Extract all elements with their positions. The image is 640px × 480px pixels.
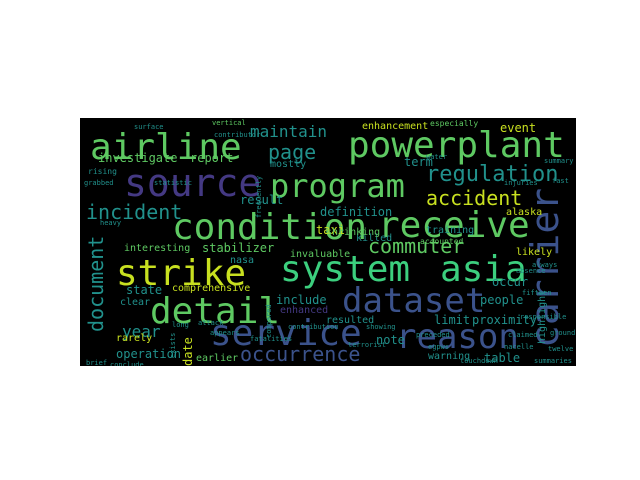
word-investigate: investigate: [98, 151, 178, 165]
word-contributor: contributor: [214, 131, 261, 139]
word-condition: condition: [172, 207, 368, 248]
word-comprehensive: comprehensive: [172, 283, 251, 294]
word-cloud: airline powerplant source program condit…: [80, 118, 576, 366]
word-likely: likely: [516, 247, 553, 258]
word-rarely: rarely: [116, 333, 153, 344]
word-receive: receive: [378, 205, 530, 246]
word-include: include: [276, 293, 327, 307]
word-attack: attack: [198, 319, 224, 327]
word-resulted: resulted: [326, 315, 375, 326]
word-surface: surface: [134, 123, 164, 131]
word-incident: incident: [86, 200, 183, 224]
word-people: people: [480, 293, 524, 307]
word-showing: showing: [366, 323, 396, 331]
word-note: note: [376, 333, 405, 347]
word-always: always: [532, 261, 558, 269]
word-enhanced: enhanced: [280, 305, 329, 316]
word-mostly: mostly: [270, 159, 307, 170]
word-strike: strike: [116, 253, 247, 294]
word-invaluable: invaluable: [290, 249, 351, 260]
word-claimed: claimed: [508, 331, 538, 339]
word-page: page: [268, 140, 317, 164]
word-accident: accident: [426, 186, 523, 210]
word-source: source: [124, 161, 262, 205]
word-definition: definition: [320, 205, 393, 219]
word-earlier: earlier: [196, 353, 239, 364]
word-system: system: [280, 249, 411, 290]
word-stabilizer: stabilizer: [202, 241, 275, 255]
word-occur: occur: [492, 275, 529, 289]
word-event: event: [500, 121, 537, 135]
word-statistic: statistic: [154, 179, 192, 187]
word-contribution: contribution: [288, 323, 339, 331]
word-grabbed: grabbed: [84, 179, 114, 187]
word-report: report: [190, 151, 234, 165]
word-detail: detail: [150, 291, 281, 332]
word-conclude: conclude: [110, 361, 144, 367]
word-table: table: [484, 351, 521, 365]
word-appears: appears: [210, 329, 240, 337]
word-interesting: interesting: [124, 243, 191, 254]
word-airline: airline: [90, 127, 242, 168]
word-document: document: [84, 235, 108, 332]
word-nasa: nasa: [230, 255, 255, 266]
word-twelve: twelve: [548, 345, 574, 353]
word-proximity: proximity: [472, 313, 538, 327]
word-responsible: responsible: [520, 313, 567, 321]
word-killed: killed: [356, 233, 393, 244]
word-service: service: [210, 313, 362, 354]
word-commuter: commuter: [368, 234, 465, 258]
word-regulation: regulation: [426, 162, 559, 187]
word-touchdown: touchdown: [460, 357, 498, 365]
word-ground: ground: [550, 329, 576, 337]
word-nacelle: nacelle: [504, 343, 534, 351]
word-state: state: [126, 283, 163, 297]
word-reason: reason: [396, 317, 519, 357]
word-exists: exists: [169, 332, 177, 358]
word-fifteen: fifteen: [522, 289, 552, 297]
word-enhancement: enhancement: [362, 121, 429, 132]
word-accounted: accounted: [420, 237, 464, 246]
word-summary: summary: [544, 157, 574, 165]
word-date: date: [181, 337, 195, 366]
word-especially: especially: [430, 119, 479, 128]
word-summaries: summaries: [534, 357, 572, 365]
word-powerplant: powerplant: [348, 125, 565, 166]
word-water: water: [426, 153, 448, 161]
word-year: year: [122, 322, 161, 341]
word-frequently: frequently: [255, 175, 263, 218]
word-warning: warning: [428, 351, 471, 362]
word-dataset: dataset: [342, 281, 486, 321]
word-fast: fast: [552, 177, 569, 185]
word-training: training: [426, 225, 475, 236]
word-long: long: [172, 321, 189, 329]
word-occurrence: occurrence: [240, 342, 361, 366]
word-brief: brief: [86, 359, 108, 367]
word-preceded: preceded: [416, 331, 450, 339]
word-rising: rising: [88, 167, 117, 176]
word-term: term: [404, 155, 433, 169]
word-fatalities: fatalities: [250, 335, 293, 343]
word-vertical: vertical: [212, 119, 246, 127]
word-program: program: [270, 167, 405, 205]
word-asia: asia: [440, 249, 527, 290]
word-heavy: heavy: [100, 219, 122, 227]
word-clear: clear: [120, 297, 151, 308]
word-operation: operation: [116, 347, 182, 361]
word-alaska: alaska: [506, 207, 543, 218]
word-egpws: egpws: [428, 343, 450, 351]
word-taxi: taxi: [316, 223, 345, 237]
word-maintain: maintain: [250, 122, 328, 141]
word-compared: compared: [265, 304, 273, 338]
word-terrorist: terrorist: [348, 341, 386, 349]
word-result: result: [240, 193, 284, 207]
word-injuries: injuries: [504, 179, 538, 187]
word-limit: limit: [434, 313, 471, 327]
word-shrinking: shrinking: [326, 227, 381, 238]
word-absence: absence: [516, 267, 546, 275]
